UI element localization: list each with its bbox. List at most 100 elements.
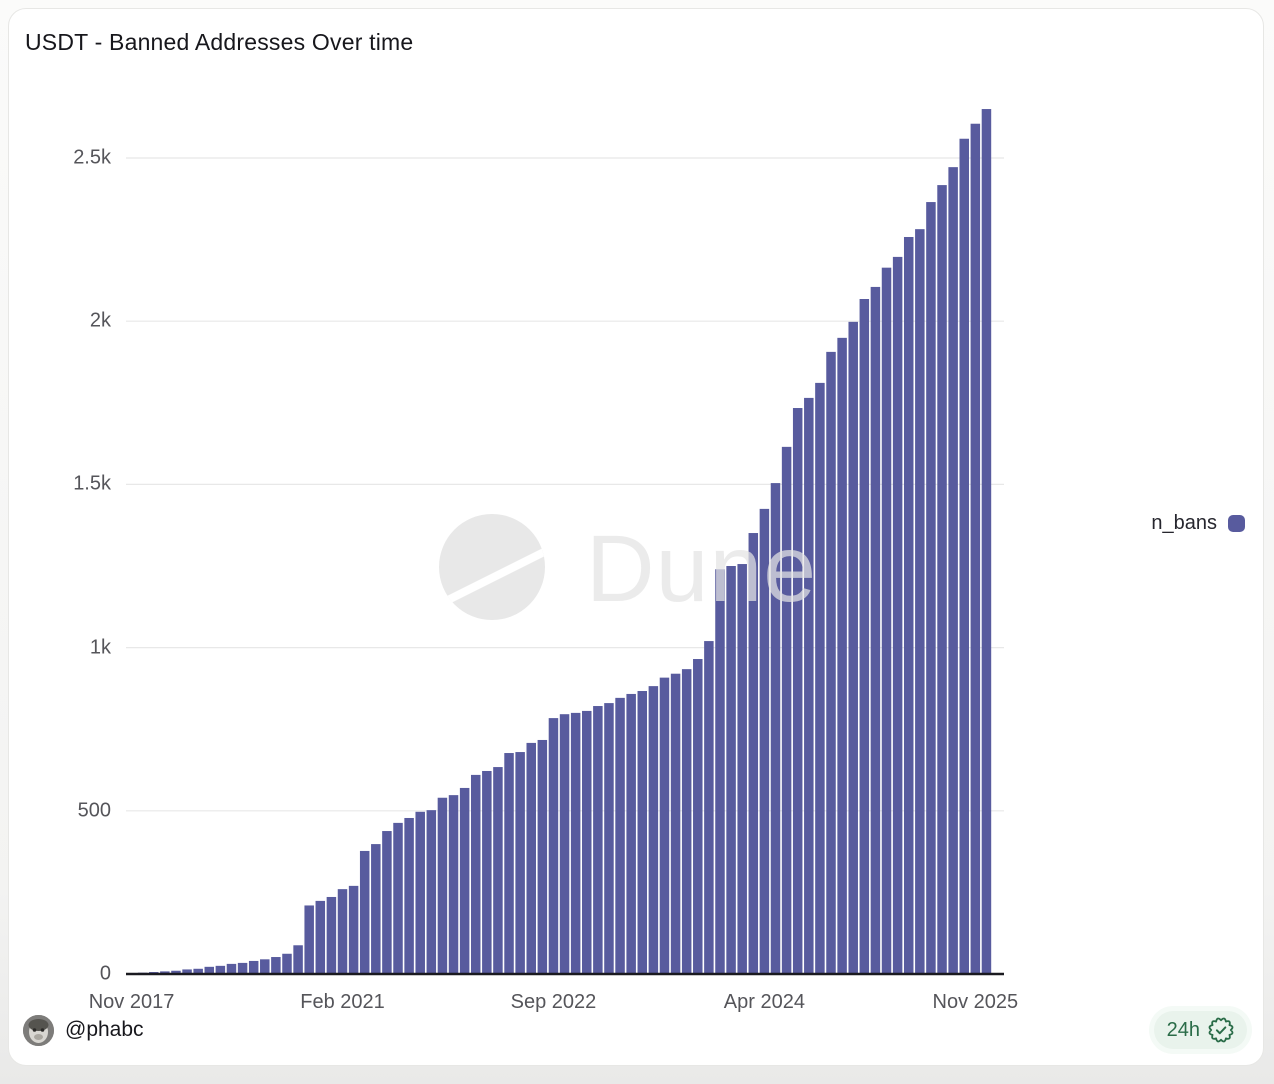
bar[interactable] (537, 739, 548, 974)
y-tick-label: 2.5k (73, 146, 111, 169)
bar[interactable] (437, 797, 448, 974)
bar[interactable] (681, 669, 692, 974)
bar[interactable] (526, 742, 536, 974)
bar[interactable] (815, 382, 825, 974)
y-tick-label: 500 (77, 799, 111, 822)
bar[interactable] (248, 960, 259, 974)
plot-area (126, 101, 1006, 985)
bar[interactable] (504, 753, 514, 974)
bar[interactable] (426, 810, 437, 974)
chart-title: USDT - Banned Addresses Over time (25, 29, 414, 55)
bar[interactable] (271, 957, 281, 974)
bar[interactable] (892, 256, 903, 974)
bar[interactable] (903, 236, 914, 975)
bar[interactable] (848, 321, 858, 975)
bar[interactable] (293, 945, 303, 974)
author-link[interactable]: @phabc (65, 1018, 144, 1041)
bar[interactable] (215, 965, 226, 974)
bar[interactable] (804, 397, 814, 974)
refresh-age-label: 24h (1166, 1018, 1200, 1041)
bar[interactable] (382, 831, 392, 974)
bar[interactable] (748, 533, 759, 974)
avatar[interactable] (23, 1015, 54, 1046)
bar[interactable] (482, 770, 492, 974)
bar[interactable] (926, 202, 936, 974)
bar[interactable] (371, 844, 381, 974)
legend-label: n_bans (1151, 512, 1217, 534)
bar[interactable] (637, 691, 648, 974)
bar[interactable] (559, 714, 570, 974)
bar[interactable] (715, 569, 725, 974)
footer: @phabc 24h (9, 1011, 1263, 1053)
avatar-image (23, 1015, 54, 1046)
bar[interactable] (204, 966, 215, 974)
bar[interactable] (693, 659, 703, 974)
bar[interactable] (593, 706, 603, 974)
bar[interactable] (182, 969, 192, 974)
bar[interactable] (404, 817, 414, 974)
bar[interactable] (826, 351, 836, 974)
bar[interactable] (981, 109, 992, 975)
bar[interactable] (626, 693, 636, 974)
bar[interactable] (915, 229, 925, 974)
bar[interactable] (770, 483, 781, 974)
x-axis-labels: Nov 2017 Feb 2021 Sep 2022 Apr 2024 Nov 2025 (9, 991, 1263, 1021)
bar[interactable] (493, 767, 503, 974)
bar[interactable] (193, 968, 203, 974)
bar[interactable] (726, 566, 736, 974)
x-tick-label: Sep 2022 (510, 991, 597, 1013)
bar[interactable] (759, 508, 770, 974)
bar[interactable] (459, 787, 470, 974)
bar[interactable] (648, 686, 659, 974)
bar[interactable] (948, 167, 958, 974)
bar[interactable] (582, 710, 592, 974)
x-tick-label: Apr 2024 (723, 991, 805, 1013)
x-tick-label: Nov 2017 (88, 991, 175, 1013)
y-tick-label: 1k (89, 636, 111, 659)
bar[interactable] (548, 718, 559, 974)
bar[interactable] (970, 123, 981, 975)
y-tick-label: 1.5k (73, 472, 111, 495)
bar[interactable] (282, 953, 292, 974)
bar[interactable] (792, 408, 803, 974)
bar-chart (126, 109, 1004, 976)
bar[interactable] (237, 962, 248, 974)
bar[interactable] (359, 850, 370, 974)
bar[interactable] (470, 774, 481, 974)
verified-seal-icon (1208, 1017, 1234, 1043)
bar[interactable] (870, 286, 881, 974)
bar[interactable] (304, 905, 314, 974)
bar[interactable] (260, 959, 270, 974)
legend-item-n-bans[interactable]: n_bans (1151, 512, 1245, 535)
bar[interactable] (171, 970, 181, 974)
bar[interactable] (337, 889, 348, 974)
bar[interactable] (737, 564, 747, 974)
bar[interactable] (659, 677, 670, 974)
y-axis-labels: 0 500 1k 1.5k 2k 2.5k (9, 9, 111, 1065)
bar[interactable] (704, 641, 714, 974)
bar[interactable] (781, 446, 792, 974)
bar[interactable] (393, 822, 403, 974)
bar[interactable] (881, 267, 892, 974)
bar[interactable] (937, 185, 947, 975)
bar[interactable] (515, 752, 525, 974)
y-tick-label: 0 (99, 962, 111, 985)
bar[interactable] (604, 703, 614, 974)
bar[interactable] (160, 971, 170, 974)
bar[interactable] (348, 885, 359, 974)
y-tick-label: 2k (89, 309, 111, 332)
bar[interactable] (959, 138, 969, 975)
bar[interactable] (315, 900, 326, 974)
bar[interactable] (448, 795, 459, 974)
x-tick-label: Nov 2025 (932, 991, 1019, 1013)
bar[interactable] (837, 337, 847, 975)
refresh-age-badge: 24h (1153, 1011, 1247, 1049)
bar[interactable] (415, 811, 425, 974)
bar[interactable] (226, 963, 237, 974)
bar[interactable] (859, 299, 870, 974)
bar[interactable] (615, 697, 625, 974)
bar[interactable] (670, 673, 681, 974)
bar[interactable] (570, 712, 581, 974)
bar[interactable] (326, 896, 337, 974)
legend-swatch-icon (1228, 515, 1245, 532)
